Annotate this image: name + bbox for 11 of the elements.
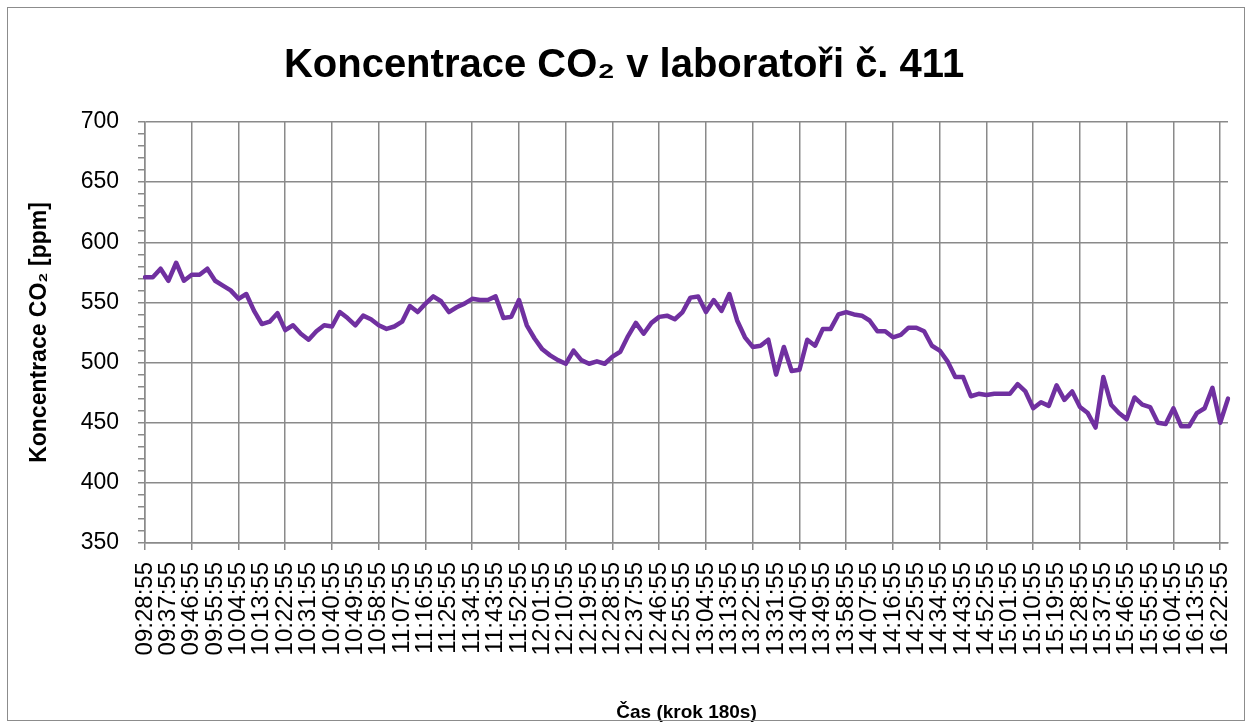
y-tick-label: 350 <box>80 528 119 555</box>
y-axis-title: Koncentrace CO₂ [ppm] <box>25 202 52 463</box>
y-tick-label: 650 <box>80 167 119 194</box>
y-tick-label: 600 <box>80 227 119 254</box>
y-tick-label: 500 <box>80 347 119 374</box>
y-tick-label: 400 <box>80 468 119 495</box>
x-axis-title: Čas (krok 180s) <box>616 700 757 722</box>
y-tick-label: 700 <box>80 107 119 134</box>
chart-title: Koncentrace CO₂ v laboratoři č. 411 <box>283 41 965 86</box>
y-tick-label: 550 <box>80 287 119 314</box>
y-tick-label: 450 <box>80 408 119 435</box>
